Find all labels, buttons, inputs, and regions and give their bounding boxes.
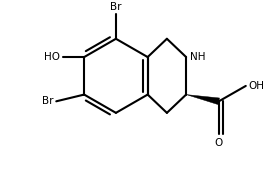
Text: NH: NH bbox=[190, 52, 205, 62]
Text: OH: OH bbox=[249, 81, 265, 91]
Polygon shape bbox=[186, 95, 220, 105]
Text: Br: Br bbox=[42, 96, 53, 106]
Text: O: O bbox=[215, 138, 223, 148]
Text: HO: HO bbox=[44, 52, 60, 62]
Text: Br: Br bbox=[110, 2, 122, 12]
